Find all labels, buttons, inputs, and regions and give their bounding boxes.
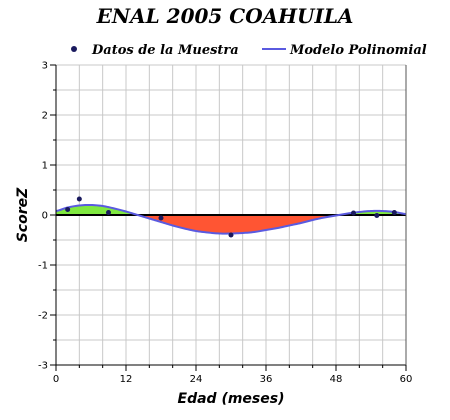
- legend-label-scatter: Datos de la Muestra: [91, 43, 239, 58]
- x-tick-label: 12: [120, 374, 133, 385]
- x-tick-label: 24: [190, 374, 203, 385]
- y-tick-label: 0: [42, 211, 48, 222]
- axes: [50, 64, 407, 371]
- data-point: [351, 210, 356, 216]
- data-point: [65, 207, 71, 212]
- data-point: [374, 213, 380, 218]
- y-tick-label: 1: [42, 161, 48, 172]
- y-tick-label: -1: [38, 261, 48, 272]
- x-axis-title: Edad (meses): [178, 391, 285, 407]
- y-tick-label: 3: [42, 61, 48, 72]
- y-tick-label: -2: [38, 311, 48, 322]
- legend-marker-scatter: [71, 46, 77, 52]
- x-tick-label: 60: [400, 374, 413, 385]
- y-tick-label: -3: [38, 361, 48, 372]
- data-point: [158, 215, 164, 221]
- y-axis-title: ScoreZ: [15, 187, 31, 242]
- data-point: [228, 232, 234, 238]
- legend-label-line: Modelo Polinomial: [289, 43, 427, 58]
- data-point: [391, 210, 397, 215]
- y-tick-label: 2: [42, 111, 48, 122]
- positive-area-fill: [56, 204, 140, 215]
- legend: Datos de la Muestra Modelo Polinomial: [71, 43, 427, 58]
- x-tick-label: 36: [260, 374, 273, 385]
- data-point: [76, 196, 82, 202]
- data-point: [106, 210, 111, 215]
- chart-title: ENAL 2005 COAHUILA: [96, 4, 354, 28]
- x-tick-label: 48: [330, 374, 343, 385]
- data-points: [65, 196, 397, 238]
- x-tick-label: 0: [53, 374, 59, 385]
